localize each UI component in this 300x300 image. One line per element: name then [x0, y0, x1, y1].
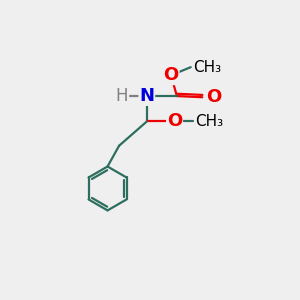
Text: O: O — [206, 88, 221, 106]
Text: H: H — [116, 87, 128, 105]
Text: O: O — [167, 112, 182, 130]
Text: CH₃: CH₃ — [195, 114, 224, 129]
Text: O: O — [164, 66, 179, 84]
Text: CH₃: CH₃ — [193, 60, 221, 75]
Text: N: N — [139, 87, 154, 105]
